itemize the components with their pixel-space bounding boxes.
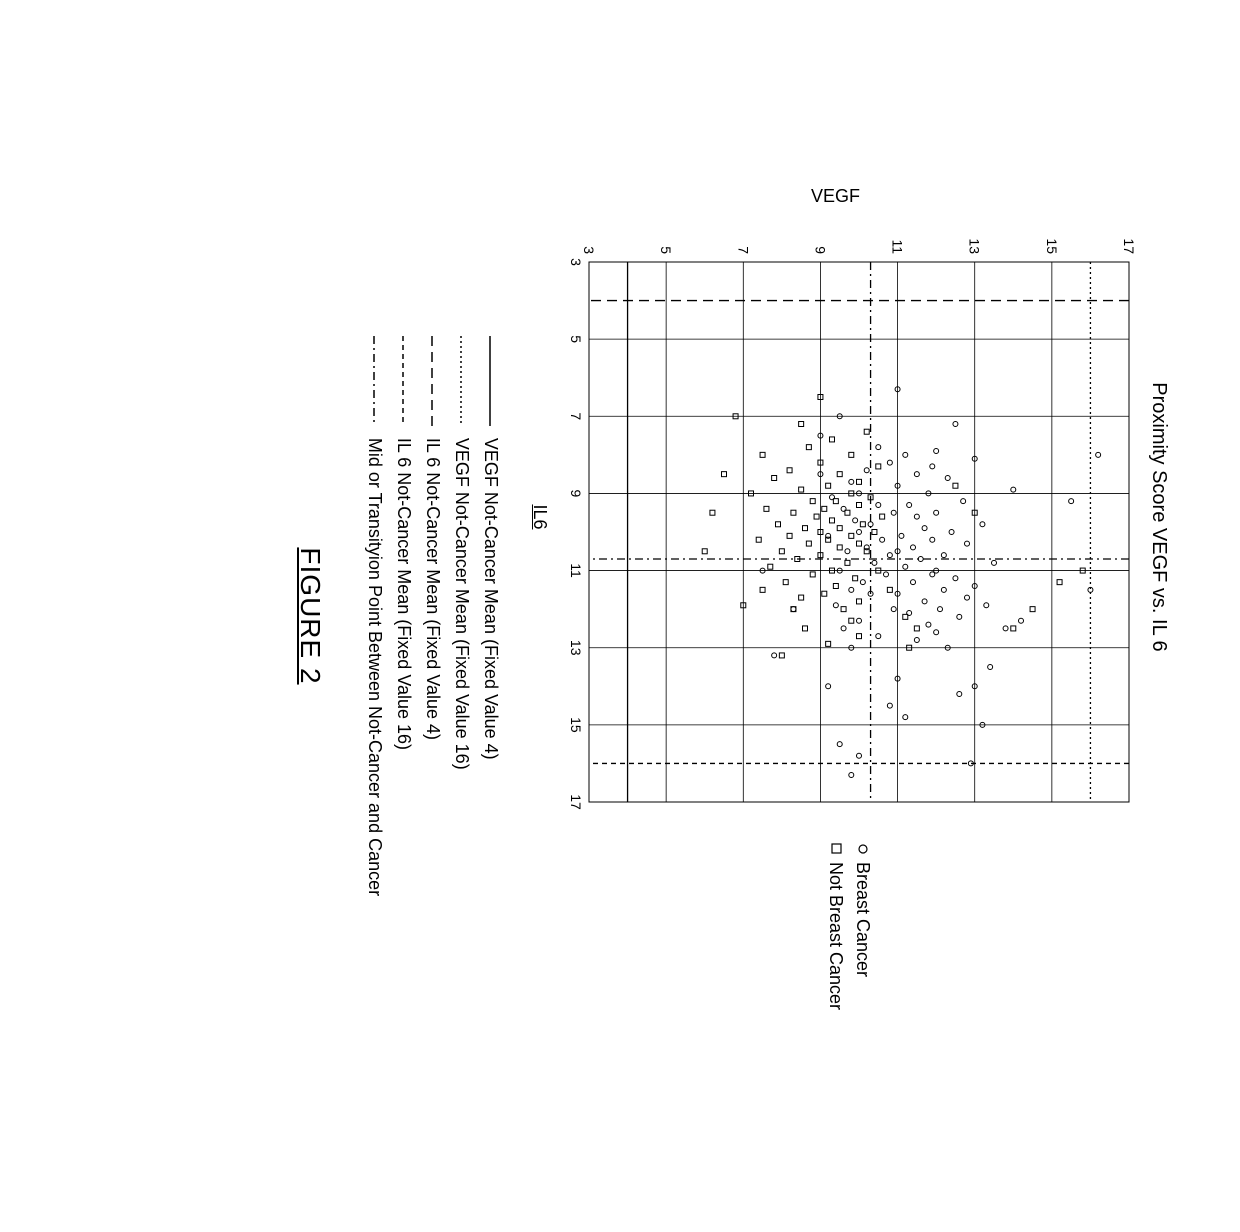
line-legend: VEGF Not-Cancer Mean (Fixed Value 4) VEGF… xyxy=(356,336,509,896)
rotated-container: Proximity Score VEGF vs. IL 6 VEGF 3 5 7 9 1… xyxy=(70,66,1170,1166)
line-legend-item: Mid or Transityion Point Between Not-Can… xyxy=(364,336,385,896)
svg-text:7: 7 xyxy=(735,246,751,254)
svg-text:7: 7 xyxy=(568,412,584,420)
legend-label: Breast Cancer xyxy=(853,862,874,977)
figure-label: FIGURE 2 xyxy=(294,547,326,684)
svg-text:11: 11 xyxy=(890,239,906,254)
legend-label: Mid or Transityion Point Between Not-Can… xyxy=(364,438,385,896)
svg-text:15: 15 xyxy=(568,717,584,733)
svg-text:13: 13 xyxy=(967,238,983,254)
svg-text:15: 15 xyxy=(1044,238,1060,254)
svg-text:5: 5 xyxy=(658,246,674,254)
marker-legend-item: Not Breast Cancer xyxy=(826,842,847,1010)
chart-row: Proximity Score VEGF vs. IL 6 VEGF 35791… xyxy=(529,222,1170,1010)
svg-text:3: 3 xyxy=(581,246,597,254)
y-axis-label: VEGF xyxy=(811,186,860,207)
marker-legend: Breast Cancer Not Breast Cancer xyxy=(820,842,880,1010)
square-icon xyxy=(829,842,843,856)
chart-wrap: Proximity Score VEGF vs. IL 6 VEGF 35791… xyxy=(529,222,1170,812)
line-legend-item: VEGF Not-Cancer Mean (Fixed Value 4) xyxy=(480,336,501,896)
circle-icon xyxy=(856,842,870,856)
plot-area: VEGF 357911131517357911131517 xyxy=(554,222,1139,812)
line-swatch xyxy=(399,336,409,426)
legend-label: Not Breast Cancer xyxy=(826,862,847,1010)
svg-text:9: 9 xyxy=(568,489,584,497)
line-swatch xyxy=(486,336,496,426)
svg-text:3: 3 xyxy=(568,258,584,266)
x-axis-label: IL6 xyxy=(529,504,550,529)
legend-label: IL 6 Not-Cancer Mean (Fixed Value 4) xyxy=(422,438,443,740)
legend-label: IL 6 Not-Cancer Mean (Fixed Value 16) xyxy=(393,438,414,750)
line-swatch xyxy=(370,336,380,426)
chart-title: Proximity Score VEGF vs. IL 6 xyxy=(1147,382,1170,651)
svg-text:13: 13 xyxy=(568,640,584,656)
legend-label: VEGF Not-Cancer Mean (Fixed Value 4) xyxy=(480,438,501,760)
svg-text:11: 11 xyxy=(568,563,584,578)
svg-text:9: 9 xyxy=(812,246,828,254)
legend-label: VEGF Not-Cancer Mean (Fixed Value 16) xyxy=(451,438,472,770)
svg-text:17: 17 xyxy=(568,794,584,810)
line-swatch xyxy=(428,336,438,426)
line-legend-item: VEGF Not-Cancer Mean (Fixed Value 16) xyxy=(451,336,472,896)
line-swatch xyxy=(457,336,467,426)
line-legend-item: IL 6 Not-Cancer Mean (Fixed Value 4) xyxy=(422,336,443,896)
svg-text:17: 17 xyxy=(1121,238,1137,254)
scatter-plot-svg: 3 5 7 9 11 13 15 17 3 5 7 9 11 13 15 17 xyxy=(559,222,1139,812)
svg-text:5: 5 xyxy=(568,335,584,343)
line-legend-item: IL 6 Not-Cancer Mean (Fixed Value 16) xyxy=(393,336,414,896)
marker-legend-item: Breast Cancer xyxy=(853,842,874,1010)
